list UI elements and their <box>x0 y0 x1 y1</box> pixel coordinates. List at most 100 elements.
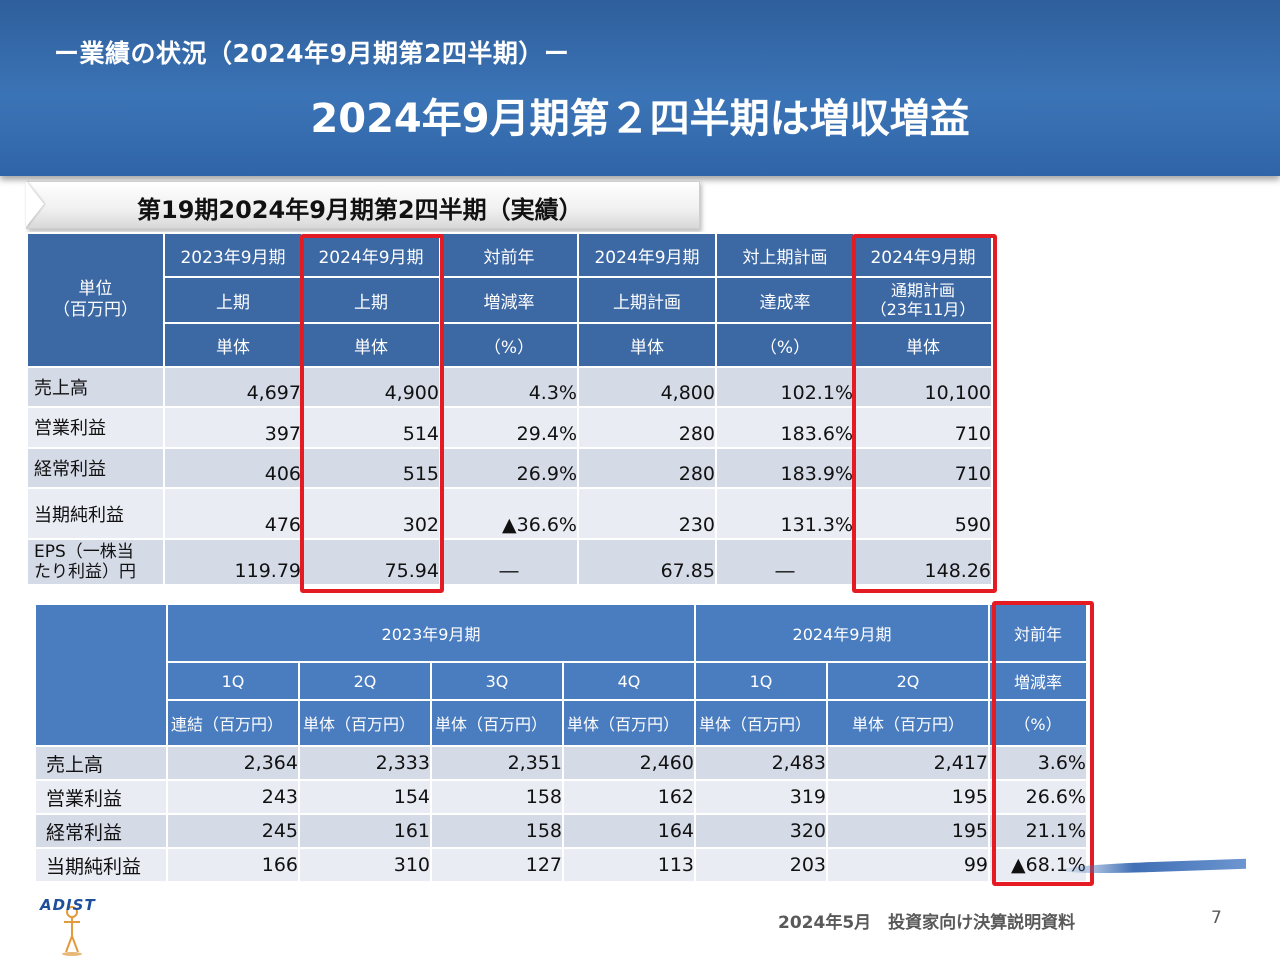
col-subheader: 上期 <box>163 276 303 324</box>
cell: 245 <box>166 813 300 849</box>
cell: 2,460 <box>562 745 696 781</box>
group-header: 対前年 <box>988 603 1088 663</box>
col-unit: 単体 <box>163 322 303 368</box>
unit-header: 単位 （百万円） <box>26 232 165 368</box>
cell: 183.6% <box>715 406 855 449</box>
col-subheader: 上期 <box>301 276 441 324</box>
cell: 195 <box>826 779 990 815</box>
cell: 320 <box>694 813 828 849</box>
cell: 710 <box>853 406 993 449</box>
quarter-header: 増減率 <box>988 661 1088 701</box>
cell: 26.9% <box>439 447 579 489</box>
cell: 4,697 <box>163 366 303 408</box>
table-row: EPS（一株当 たり利益）円 119.79 75.94 ― 67.85 ― 14… <box>26 538 993 586</box>
cell: 183.9% <box>715 447 855 489</box>
cell: 166 <box>166 847 300 883</box>
cell: 319 <box>694 779 828 815</box>
unit-header: 単体（百万円） <box>694 699 828 747</box>
quarter-header: 1Q <box>694 661 828 701</box>
quarterly-table: 2023年9月期 2024年9月期 対前年 1Q 2Q 3Q 4Q 1Q 2Q … <box>34 603 1088 883</box>
cell: 162 <box>562 779 696 815</box>
col-unit: （%） <box>715 322 855 368</box>
cell: 158 <box>430 779 564 815</box>
col-header: 2024年9月期 <box>853 232 993 278</box>
cell: 230 <box>577 487 717 540</box>
cell: 75.94 <box>301 538 441 586</box>
cell: 10,100 <box>853 366 993 408</box>
cell: 29.4% <box>439 406 579 449</box>
row-label: 売上高 <box>34 745 168 781</box>
cell: ― <box>439 538 579 586</box>
cell: 113 <box>562 847 696 883</box>
cell: 3.6% <box>988 745 1088 781</box>
table-row: 当期純利益 476 302 ▲36.6% 230 131.3% 590 <box>26 487 993 540</box>
company-logo: ADIST <box>40 892 112 956</box>
col-subheader-text: 通期計画 （23年11月） <box>870 281 976 319</box>
cell: ― <box>715 538 855 586</box>
footer-title: 2024年5月 投資家向け決算説明資料 <box>778 913 1076 933</box>
title-banner: ー業績の状況（2024年9月期第2四半期）ー 2024年9月期第２四半期は増収増… <box>0 0 1280 176</box>
cell: 67.85 <box>577 538 717 586</box>
table-row: 営業利益 243 154 158 162 319 195 26.6% <box>34 779 1088 815</box>
unit-header: 単体（百万円） <box>562 699 696 747</box>
cell: 515 <box>301 447 441 489</box>
cell: 161 <box>298 813 432 849</box>
unit-header: 単体（百万円） <box>298 699 432 747</box>
cell: 203 <box>694 847 828 883</box>
cell: 154 <box>298 779 432 815</box>
cell: 2,483 <box>694 745 828 781</box>
cell: ▲36.6% <box>439 487 579 540</box>
unit-header: 連結（百万円） <box>166 699 300 747</box>
col-unit: 単体 <box>577 322 717 368</box>
slide-title: 2024年9月期第２四半期は増収増益 <box>310 96 970 142</box>
row-label: 当期純利益 <box>26 487 165 540</box>
page-number: 7 <box>1211 908 1222 928</box>
unit-header: （%） <box>988 699 1088 747</box>
table-row: 営業利益 397 514 29.4% 280 183.6% 710 <box>26 406 993 449</box>
cell: 102.1% <box>715 366 855 408</box>
row-label: EPS（一株当 たり利益）円 <box>26 538 165 586</box>
cell: 280 <box>577 406 717 449</box>
unit-header: 単体（百万円） <box>826 699 990 747</box>
col-unit: 単体 <box>853 322 993 368</box>
cell: 2,417 <box>826 745 990 781</box>
cell: 406 <box>163 447 303 489</box>
cell: 2,364 <box>166 745 300 781</box>
cell: 131.3% <box>715 487 855 540</box>
row-label: 営業利益 <box>34 779 168 815</box>
section-caption-text: 第19期2024年9月期第2四半期（実績） <box>137 196 583 224</box>
cell: 2,351 <box>430 745 564 781</box>
cell: 119.79 <box>163 538 303 586</box>
table-row: 売上高 4,697 4,900 4.3% 4,800 102.1% 10,100 <box>26 366 993 408</box>
table-row: 当期純利益 166 310 127 113 203 99 ▲68.1% <box>34 847 1088 883</box>
caption-arrow-icon <box>26 181 44 227</box>
logo-figure-icon <box>62 906 82 956</box>
row-label: 売上高 <box>26 366 165 408</box>
cell: 2,333 <box>298 745 432 781</box>
cell: 26.6% <box>988 779 1088 815</box>
group-header: 2024年9月期 <box>694 603 990 663</box>
cell: 164 <box>562 813 696 849</box>
col-subheader: 上期計画 <box>577 276 717 324</box>
highlight-frame <box>300 234 444 593</box>
table-row: 売上高 2,364 2,333 2,351 2,460 2,483 2,417 … <box>34 745 1088 781</box>
unit-header-text: 単位 （百万円） <box>53 279 138 320</box>
col-header: 2024年9月期 <box>301 232 441 278</box>
quarter-header: 1Q <box>166 661 300 701</box>
col-unit: （%） <box>439 322 579 368</box>
cell: 310 <box>298 847 432 883</box>
table-row: 経常利益 406 515 26.9% 280 183.9% 710 <box>26 447 993 489</box>
row-label: 営業利益 <box>26 406 165 449</box>
highlight-frame <box>992 601 1094 886</box>
cell: 243 <box>166 779 300 815</box>
section-caption: 第19期2024年9月期第2四半期（実績） <box>26 181 700 229</box>
col-subheader: 達成率 <box>715 276 855 324</box>
cell: 514 <box>301 406 441 449</box>
quarter-header: 3Q <box>430 661 564 701</box>
row-label-text: EPS（一株当 たり利益）円 <box>34 542 136 582</box>
cell: 397 <box>163 406 303 449</box>
quarter-header: 4Q <box>562 661 696 701</box>
quarter-header: 2Q <box>298 661 432 701</box>
col-header: 対前年 <box>439 232 579 278</box>
corner-cell <box>34 603 168 747</box>
